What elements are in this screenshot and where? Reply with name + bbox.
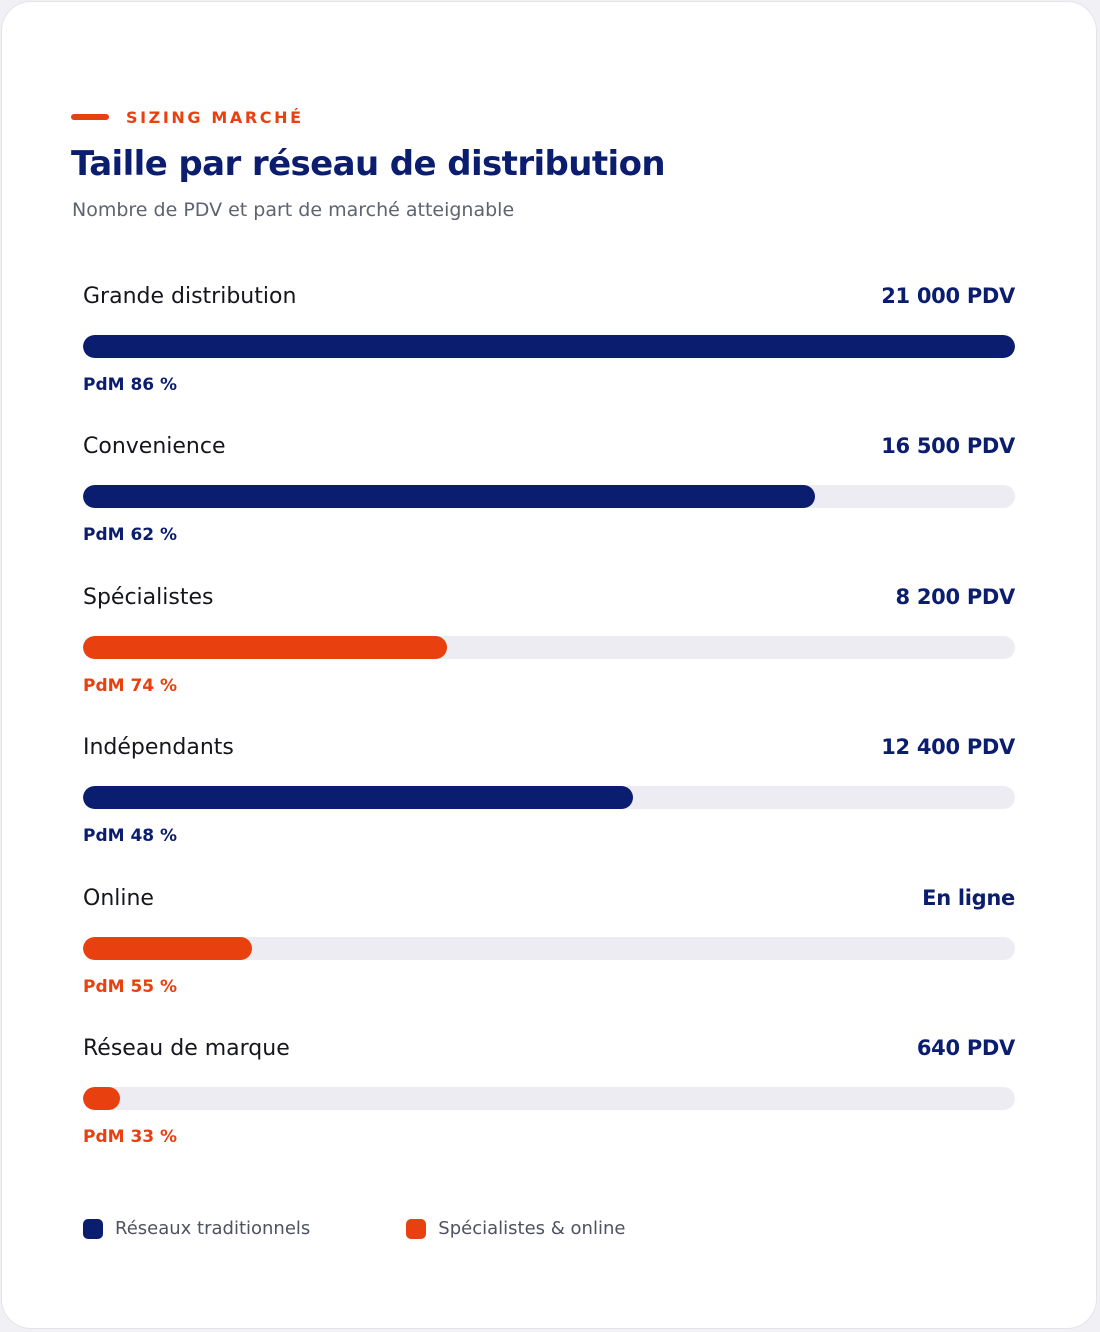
bar-row: Spécialistes 8 200 PDV PdM 74 %: [83, 585, 1015, 735]
bar-value-label: En ligne: [922, 885, 1015, 910]
legend-item: Réseaux traditionnels: [83, 1218, 310, 1239]
bar-label: Indépendants: [83, 735, 234, 761]
bar-label: Convenience: [83, 434, 226, 460]
bar-row: Convenience 16 500 PDV PdM 62 %: [83, 434, 1015, 584]
bar: [83, 786, 633, 810]
bar-label: Grande distribution: [83, 284, 297, 309]
eyebrow-label: SIZING MARCHÉ: [126, 107, 304, 127]
bar: [83, 485, 815, 509]
bar: [83, 335, 1015, 358]
legend-label: Réseaux traditionnels: [115, 1218, 311, 1239]
bar-share-label: PdM 62 %: [83, 525, 178, 546]
legend-item: Spécialistes & online: [406, 1218, 625, 1239]
legend-swatch: [83, 1218, 103, 1239]
bar-label: Online: [83, 885, 154, 911]
legend-label: Spécialistes & online: [438, 1218, 626, 1239]
bar-track: [83, 786, 1015, 810]
bar-value-label: 12 400 PDV: [881, 735, 1015, 760]
bar-value-label: 16 500 PDV: [881, 434, 1015, 459]
bar-value-label: 21 000 PDV: [881, 284, 1015, 308]
bar-share-label: PdM 55 %: [83, 976, 178, 997]
bar-row: Indépendants 12 400 PDV PdM 48 %: [83, 735, 1015, 885]
legend-swatch: [406, 1218, 427, 1239]
bar-label: Réseau de marque: [83, 1035, 290, 1061]
bar: [83, 936, 252, 960]
bar-row: Online En ligne PdM 55 %: [83, 886, 1015, 1036]
bar-label: Spécialistes: [83, 584, 214, 610]
legend: Réseaux traditionnels Spécialistes & onli…: [83, 1218, 625, 1239]
bar-value-label: 8 200 PDV: [895, 584, 1016, 609]
chart-title: Taille par réseau de distribution: [71, 144, 666, 184]
bar-row: Grande distribution 21 000 PDV PdM 86 %: [83, 284, 1015, 434]
bar-track: [83, 1086, 1015, 1110]
bar-share-label: PdM 74 %: [83, 675, 178, 696]
bar-track: [83, 485, 1015, 509]
bar-list: Grande distribution 21 000 PDV PdM 86 % Con…: [83, 284, 1015, 1186]
bar-row: Réseau de marque 640 PDV PdM 33 %: [83, 1036, 1015, 1186]
bar-track: [83, 335, 1015, 358]
bar-share-label: PdM 33 %: [83, 1126, 178, 1147]
bar: [83, 1086, 120, 1110]
bar-track: [83, 635, 1015, 659]
eyebrow-accent-line: [71, 114, 109, 120]
bar-value-label: 640 PDV: [916, 1035, 1015, 1060]
chart-subtitle: Nombre de PDV et part de marché atteigna…: [72, 199, 515, 221]
bar-share-label: PdM 48 %: [83, 826, 178, 847]
bar-share-label: PdM 86 %: [83, 375, 178, 395]
bar: [83, 635, 447, 659]
eyebrow: SIZING MARCHÉ: [71, 106, 304, 128]
bar-track: [83, 936, 1015, 960]
